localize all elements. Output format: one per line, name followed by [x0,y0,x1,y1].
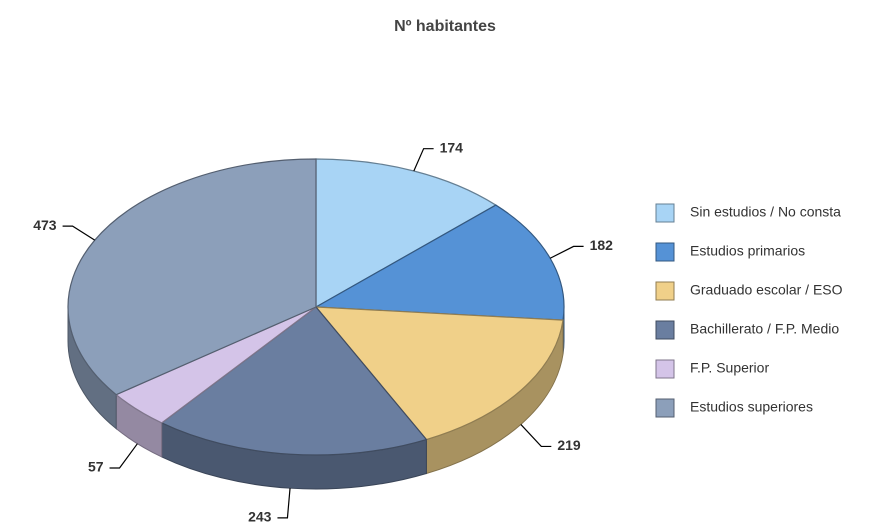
legend-label: Estudios superiores [690,399,813,415]
slice [314,306,564,441]
value-label: 57 [88,459,104,475]
leader-line [549,245,584,259]
legend-swatch [655,242,675,262]
legend-swatch [655,359,675,379]
chart-title: Nº habitantes [394,18,496,35]
value-label: 174 [440,139,464,155]
legend-label: F.P. Superior [690,360,769,376]
slice [313,204,565,321]
value-label: 219 [557,437,581,453]
legend-swatch [655,281,675,301]
leader-line [62,225,96,241]
legend-swatch [655,320,675,340]
value-label: 182 [590,237,614,253]
legend-label: Sin estudios / No consta [690,204,841,220]
legend-label: Estudios primarios [690,243,805,259]
legend-label: Graduado escolar / ESO [690,282,843,298]
legend-label: Bachillerato / F.P. Medio [690,321,839,337]
leader-line [277,488,291,519]
legend-swatch [655,398,675,418]
value-label: 243 [248,509,272,525]
legend-swatch [655,203,675,223]
leader-line [109,443,138,469]
leader-line [413,148,434,172]
leader-line [520,424,552,448]
slice [160,306,428,456]
value-label: 473 [33,217,57,233]
